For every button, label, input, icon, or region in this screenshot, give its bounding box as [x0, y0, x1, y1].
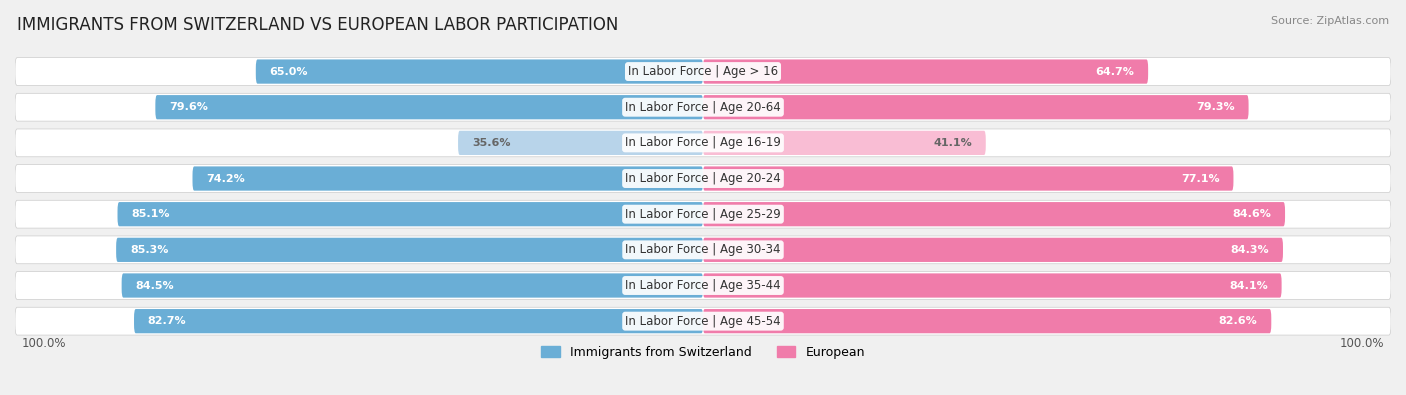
Text: In Labor Force | Age 30-34: In Labor Force | Age 30-34 — [626, 243, 780, 256]
Text: 82.7%: 82.7% — [148, 316, 187, 326]
Text: 79.6%: 79.6% — [169, 102, 208, 112]
Text: In Labor Force | Age 20-24: In Labor Force | Age 20-24 — [626, 172, 780, 185]
FancyBboxPatch shape — [15, 272, 1391, 299]
Text: 84.5%: 84.5% — [135, 280, 174, 290]
Text: 74.2%: 74.2% — [207, 173, 245, 184]
FancyBboxPatch shape — [15, 307, 1391, 335]
Text: In Labor Force | Age 45-54: In Labor Force | Age 45-54 — [626, 315, 780, 328]
Text: In Labor Force | Age 25-29: In Labor Force | Age 25-29 — [626, 208, 780, 221]
Text: Source: ZipAtlas.com: Source: ZipAtlas.com — [1271, 16, 1389, 26]
Text: In Labor Force | Age > 16: In Labor Force | Age > 16 — [628, 65, 778, 78]
FancyBboxPatch shape — [134, 309, 703, 333]
Text: 35.6%: 35.6% — [472, 138, 510, 148]
FancyBboxPatch shape — [256, 59, 703, 84]
Text: 64.7%: 64.7% — [1095, 67, 1135, 77]
Text: 100.0%: 100.0% — [22, 337, 66, 350]
Text: In Labor Force | Age 16-19: In Labor Force | Age 16-19 — [626, 136, 780, 149]
Text: 41.1%: 41.1% — [934, 138, 972, 148]
FancyBboxPatch shape — [122, 273, 703, 297]
FancyBboxPatch shape — [703, 202, 1285, 226]
FancyBboxPatch shape — [703, 238, 1284, 262]
Text: 82.6%: 82.6% — [1219, 316, 1257, 326]
FancyBboxPatch shape — [117, 238, 703, 262]
Text: 84.1%: 84.1% — [1229, 280, 1268, 290]
FancyBboxPatch shape — [703, 166, 1233, 191]
Text: 85.3%: 85.3% — [129, 245, 169, 255]
FancyBboxPatch shape — [703, 309, 1271, 333]
FancyBboxPatch shape — [703, 95, 1249, 119]
FancyBboxPatch shape — [15, 236, 1391, 264]
FancyBboxPatch shape — [15, 165, 1391, 192]
Text: 84.3%: 84.3% — [1230, 245, 1270, 255]
Legend: Immigrants from Switzerland, European: Immigrants from Switzerland, European — [536, 341, 870, 364]
Text: In Labor Force | Age 20-64: In Labor Force | Age 20-64 — [626, 101, 780, 114]
FancyBboxPatch shape — [193, 166, 703, 191]
Text: In Labor Force | Age 35-44: In Labor Force | Age 35-44 — [626, 279, 780, 292]
FancyBboxPatch shape — [458, 131, 703, 155]
FancyBboxPatch shape — [15, 93, 1391, 121]
Text: 100.0%: 100.0% — [1340, 337, 1384, 350]
Text: 84.6%: 84.6% — [1233, 209, 1271, 219]
FancyBboxPatch shape — [15, 58, 1391, 85]
Text: 77.1%: 77.1% — [1181, 173, 1219, 184]
Text: 65.0%: 65.0% — [270, 67, 308, 77]
FancyBboxPatch shape — [15, 200, 1391, 228]
FancyBboxPatch shape — [15, 129, 1391, 157]
FancyBboxPatch shape — [703, 59, 1149, 84]
Text: IMMIGRANTS FROM SWITZERLAND VS EUROPEAN LABOR PARTICIPATION: IMMIGRANTS FROM SWITZERLAND VS EUROPEAN … — [17, 16, 619, 34]
Text: 85.1%: 85.1% — [131, 209, 170, 219]
FancyBboxPatch shape — [703, 131, 986, 155]
Text: 79.3%: 79.3% — [1197, 102, 1234, 112]
FancyBboxPatch shape — [155, 95, 703, 119]
FancyBboxPatch shape — [703, 273, 1282, 297]
FancyBboxPatch shape — [118, 202, 703, 226]
